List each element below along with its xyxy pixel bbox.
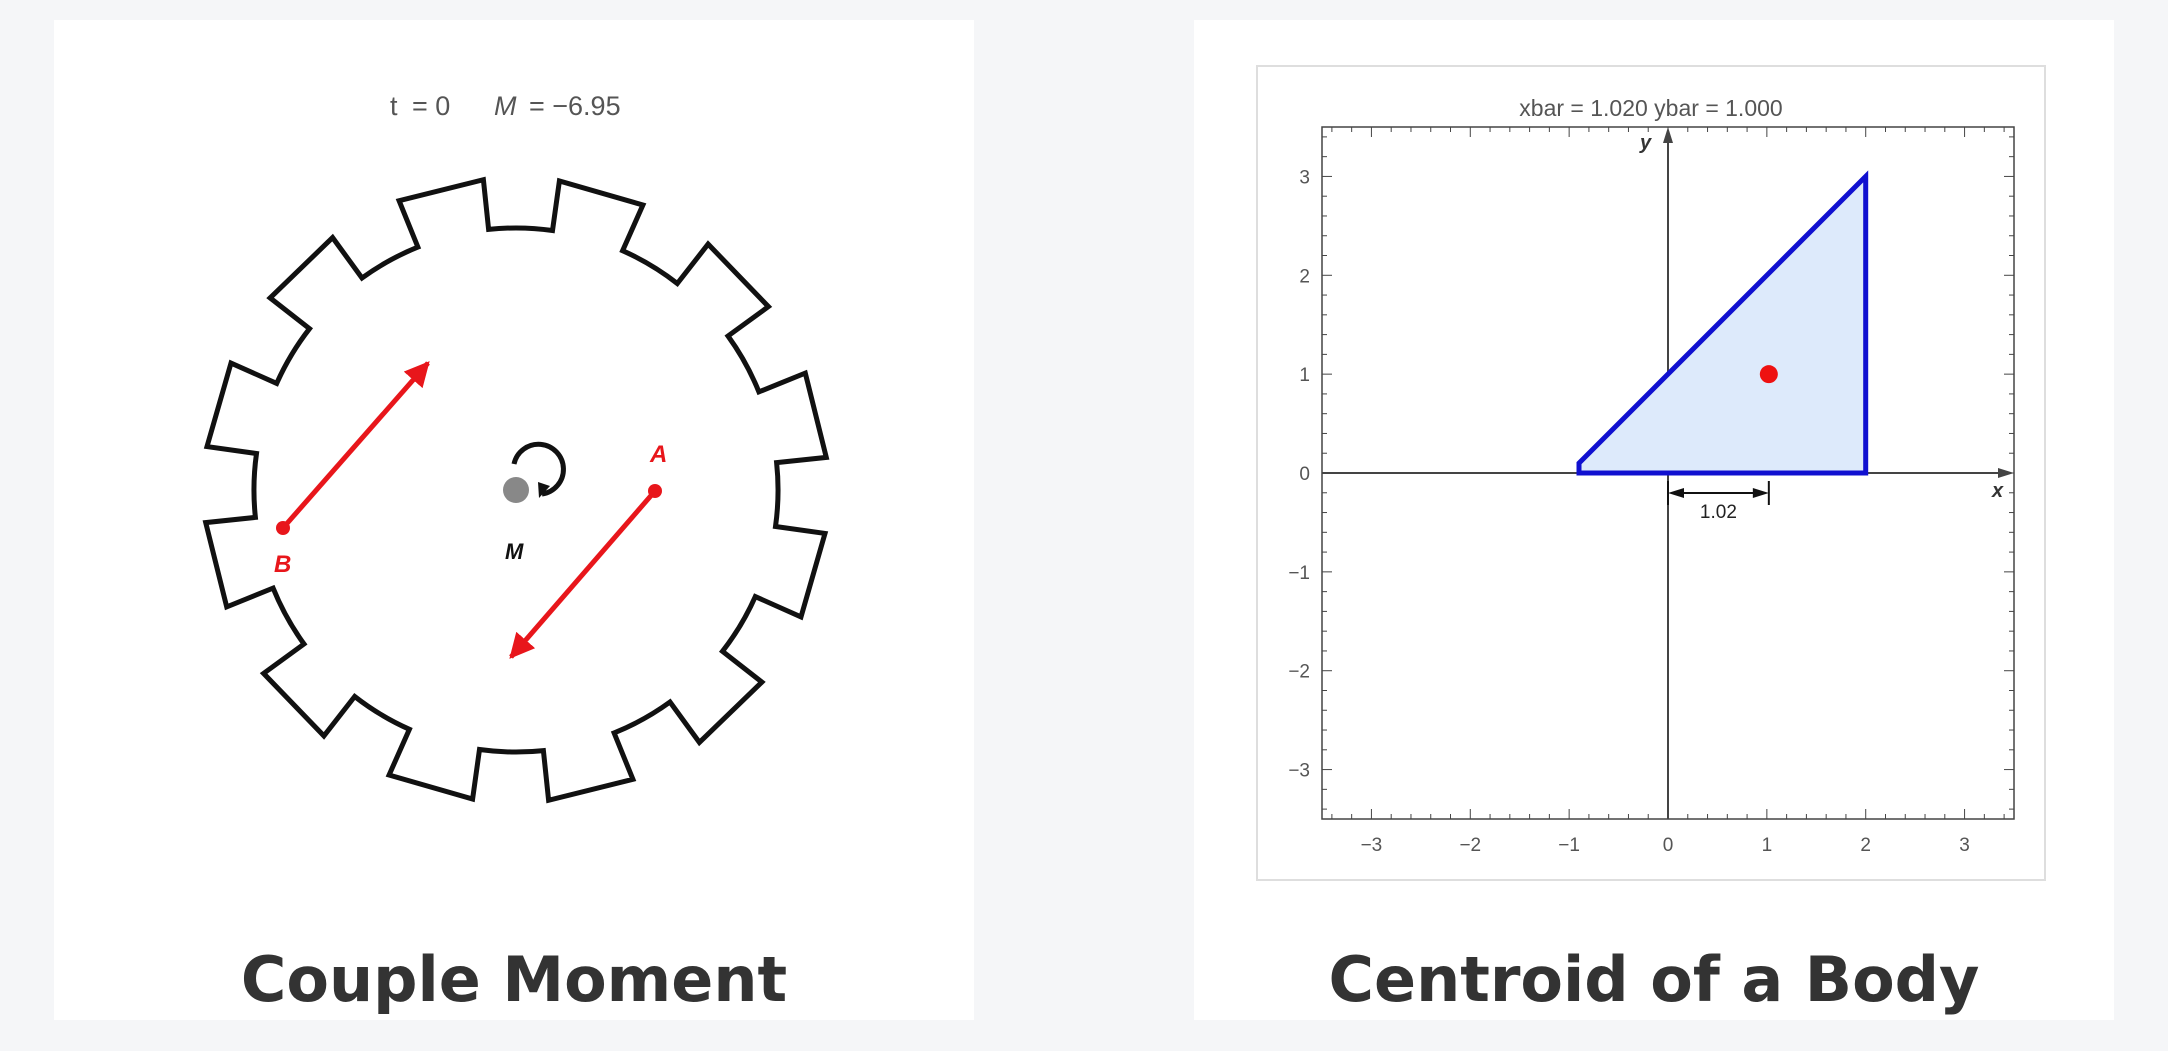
- point-a-dot: [648, 484, 662, 498]
- gear-outline: [202, 176, 830, 804]
- y-tick-label: −3: [1288, 761, 1310, 782]
- point-b-dot: [276, 521, 290, 535]
- centroid-title[interactable]: Centroid of a Body: [1328, 943, 1980, 1016]
- y-tick-label: 0: [1299, 464, 1310, 485]
- x-tick-label: −2: [1459, 835, 1481, 856]
- hub-dot: [503, 477, 529, 503]
- y-tick-label: −1: [1288, 563, 1310, 584]
- y-tick-labels: 3 2 1 0 −1 −2 −3: [1288, 167, 1310, 781]
- y-tick-label: 3: [1299, 167, 1310, 188]
- y-tick-label: 1: [1299, 365, 1310, 386]
- x-tick-label: −3: [1361, 835, 1383, 856]
- force-at-b: [281, 361, 430, 530]
- couple-moment-title[interactable]: Couple Moment: [240, 943, 788, 1016]
- rotation-arrow-icon: [511, 441, 566, 498]
- x-axis-arrow-icon: [1998, 468, 2014, 478]
- force-at-a: [509, 489, 657, 659]
- x-tick-label: 1: [1762, 835, 1773, 856]
- x-tick-label: −1: [1558, 835, 1580, 856]
- x-tick-label: 0: [1663, 835, 1674, 856]
- x-tick-labels: −3 −2 −1 0 1 2 3: [1361, 835, 1970, 856]
- y-tick-label: −2: [1288, 662, 1310, 683]
- centroid-card[interactable]: xbar = 1.020 ybar = 1.000 x y −3 −2 −1 0 1 2 3…: [1194, 20, 2114, 1020]
- centroid-point: [1759, 365, 1778, 384]
- couple-moment-figure: t = 0 M = −6.95 A B M: [202, 91, 830, 804]
- y-tick-label: 2: [1299, 266, 1310, 287]
- y-axis-arrow-icon: [1663, 127, 1673, 143]
- x-tick-label: 3: [1959, 835, 1970, 856]
- point-a-label: A: [649, 441, 667, 468]
- time-value: = 0: [412, 91, 450, 121]
- couple-moment-card[interactable]: t = 0 M = −6.95 A B M Couple Moment: [54, 20, 974, 1020]
- tick-marks: [1322, 127, 2014, 819]
- centroid-chart: xbar = 1.020 ybar = 1.000 x y −3 −2 −1 0 1 2 3…: [1288, 95, 2015, 856]
- x-tick-label: 2: [1860, 835, 1871, 856]
- time-label: t: [390, 91, 398, 121]
- chart-title: xbar = 1.020 ybar = 1.000: [1519, 95, 1782, 121]
- dimension-marker: [1667, 481, 1770, 505]
- moment-value: = −6.95: [529, 91, 621, 121]
- point-b-label: B: [274, 551, 291, 578]
- x-axis-label: x: [1991, 480, 2004, 502]
- y-axis-label: y: [1639, 132, 1652, 154]
- moment-label: M: [494, 91, 517, 121]
- moment-symbol: M: [505, 539, 524, 564]
- dimension-label: 1.02: [1700, 502, 1737, 523]
- triangle-body: [1576, 170, 1869, 476]
